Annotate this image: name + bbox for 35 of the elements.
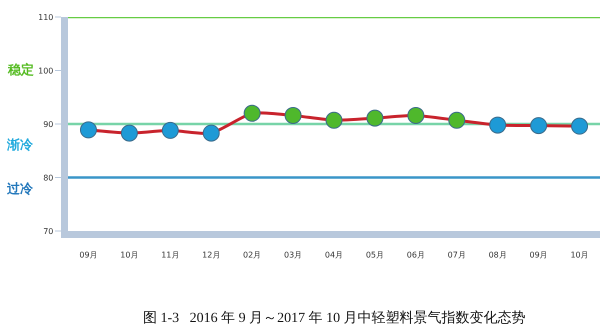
text: 稳定: [7, 62, 34, 78]
x-tick-label: 06月: [406, 250, 425, 260]
point: [244, 104, 261, 122]
point: [530, 117, 548, 134]
point: [80, 121, 97, 138]
x-tick-label: 02月: [243, 250, 262, 260]
x-tick-label: 08月: [488, 250, 507, 260]
point: [284, 106, 302, 124]
x-tick-label: 05月: [366, 250, 384, 260]
text: 过冷: [6, 182, 34, 197]
text: 渐冷: [6, 138, 34, 153]
x-tick-label: 11月: [161, 250, 180, 260]
point: [120, 124, 138, 142]
x-tick-label: 09月: [79, 250, 98, 260]
point: [571, 118, 588, 135]
point: [162, 122, 179, 139]
point: [366, 110, 384, 127]
y-tick-label: 80: [43, 173, 54, 182]
x-tick-label: 07月: [448, 250, 466, 260]
x-tick-label: 03月: [284, 250, 302, 260]
point: [407, 106, 424, 124]
x-tick-label: 04月: [324, 250, 344, 260]
x-tick-label: 10月: [120, 250, 138, 260]
x-tick-label: 09月: [530, 250, 548, 260]
caption: 图 1-3 2016 年 9 月～2017 年 10 月中轻塑料景气指数变化态势: [143, 310, 526, 325]
point: [489, 116, 506, 134]
x-tick-label: 12月: [202, 250, 220, 260]
y-tick-label: 70: [43, 226, 54, 236]
point: [448, 112, 466, 129]
point: [202, 124, 220, 142]
point: [326, 112, 342, 129]
x-tick-label: 10月: [570, 250, 589, 260]
y-tick-label: 100: [38, 66, 54, 76]
y-tick-label: 90: [43, 120, 54, 129]
y-tick-label: 110: [38, 12, 54, 22]
